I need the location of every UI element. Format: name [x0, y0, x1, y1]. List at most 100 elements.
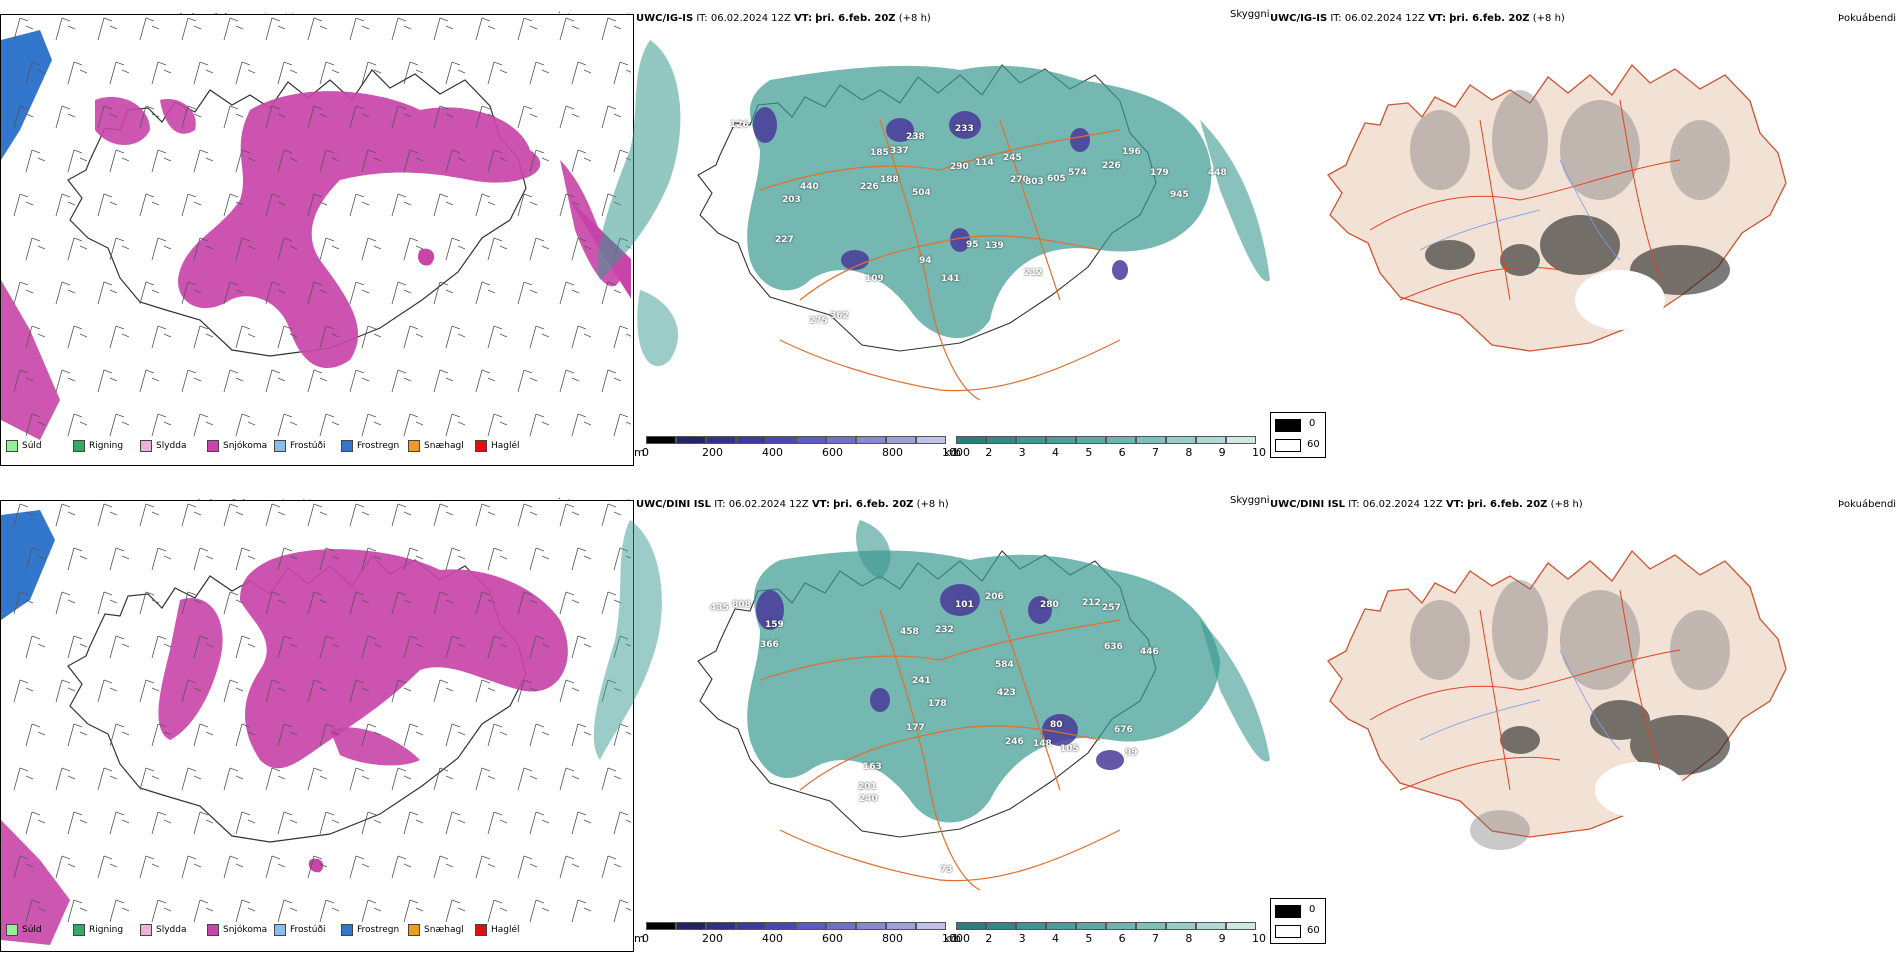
- wind-barb: [67, 149, 88, 173]
- wind-barb: [349, 855, 370, 879]
- wind-barb: [223, 591, 244, 615]
- wind-barb: [67, 635, 88, 659]
- cloud-top-label: 94: [919, 256, 932, 266]
- cloud-top-label: 584: [995, 660, 1014, 670]
- cloud-top-label: 423: [997, 688, 1016, 698]
- wind-barb: [265, 855, 286, 879]
- scale-tick: 200: [702, 446, 723, 459]
- wind-barb: [559, 193, 580, 217]
- wind-barb: [517, 105, 538, 129]
- wind-barb: [361, 547, 382, 571]
- cloud-top-label: 245: [1003, 153, 1022, 163]
- wind-barb: [13, 281, 34, 305]
- wind-barb: [265, 767, 286, 791]
- wind-barb: [391, 503, 412, 527]
- wind-barb: [109, 149, 130, 173]
- wind-barb: [529, 811, 550, 835]
- wind-barb: [433, 105, 454, 129]
- legend-swatch: [207, 924, 219, 936]
- wind-barb: [277, 635, 298, 659]
- wind-barb: [223, 767, 244, 791]
- wind-barb: [391, 679, 412, 703]
- fog-map-2: [1327, 550, 1787, 850]
- wind-barb: [349, 17, 370, 41]
- cloud-top-label: 803: [1025, 177, 1044, 187]
- scale-segment: [1226, 922, 1256, 930]
- wind-barb: [25, 547, 46, 571]
- legend-label: Haglél: [491, 925, 520, 935]
- wind-barb: [349, 105, 370, 129]
- scale-segment: [826, 436, 856, 444]
- legend-item: Frostregn: [341, 440, 408, 452]
- wind-barb: [475, 679, 496, 703]
- legend-swatch: [140, 440, 152, 452]
- wind-barb: [181, 105, 202, 129]
- wind-barb: [265, 105, 286, 129]
- wind-barb: [13, 369, 34, 393]
- wind-barb: [235, 899, 256, 923]
- wind-barb: [403, 547, 424, 571]
- scale-segment: [736, 436, 766, 444]
- wind-barb: [235, 325, 256, 349]
- wind-barb: [559, 105, 580, 129]
- wind-barb: [55, 679, 76, 703]
- wind-barb: [97, 767, 118, 791]
- cloud-top-label: 605: [1047, 174, 1066, 184]
- wind-barb: [25, 237, 46, 261]
- cloud-header-1: UWC/IG-IS IT: 06.02.2024 12Z VT: þri. 6.…: [636, 13, 931, 24]
- wind-barb: [193, 635, 214, 659]
- wind-barb: [475, 503, 496, 527]
- legend-label: Snjókoma: [223, 925, 268, 935]
- wind-barb: [433, 369, 454, 393]
- legend-label: Súld: [22, 441, 42, 451]
- wind-barb: [349, 193, 370, 217]
- wind-barb: [433, 281, 454, 305]
- cloud-top-label: 808: [732, 600, 751, 610]
- wind-barb: [307, 17, 328, 41]
- wind-barb: [139, 679, 160, 703]
- wind-barb: [97, 369, 118, 393]
- legend-label: Rigning: [89, 925, 124, 935]
- scale-tick: 10: [1252, 446, 1266, 459]
- legend-item: Snæhagl: [408, 924, 475, 936]
- wind-barb: [193, 547, 214, 571]
- wind-barb: [13, 105, 34, 129]
- cloud-top-label: 178: [928, 699, 947, 709]
- wind-barb: [67, 61, 88, 85]
- scale-segment: [1046, 436, 1076, 444]
- wind-barb: [319, 635, 340, 659]
- cloud-top-label: 99: [1125, 748, 1138, 758]
- wind-barb: [445, 237, 466, 261]
- wind-barb: [475, 193, 496, 217]
- cloud-top-label: 196: [1122, 147, 1141, 157]
- wind-barb: [193, 237, 214, 261]
- wind-barb: [151, 61, 172, 85]
- wind-barb: [571, 325, 592, 349]
- legend-item: Rigning: [73, 440, 140, 452]
- wind-barb: [403, 237, 424, 261]
- wind-barb: [151, 899, 172, 923]
- wind-barb: [517, 767, 538, 791]
- wind-barb: [109, 237, 130, 261]
- wind-barb: [433, 679, 454, 703]
- wind-barb: [235, 547, 256, 571]
- wind-barb: [433, 503, 454, 527]
- scale-tick: 6: [1118, 932, 1126, 945]
- legend-label: Frostregn: [357, 925, 400, 935]
- wind-barb: [109, 325, 130, 349]
- scale-tick: 3: [1018, 446, 1026, 459]
- scale-segment: [1166, 436, 1196, 444]
- wind-barb: [391, 855, 412, 879]
- wind-barb: [193, 811, 214, 835]
- wind-barb: [55, 503, 76, 527]
- scale-segment: [916, 922, 946, 930]
- wind-barb: [25, 635, 46, 659]
- wind-barb: [223, 855, 244, 879]
- legend-item: Súld: [6, 440, 73, 452]
- scale-tick: 2: [985, 446, 993, 459]
- wind-barb: [181, 591, 202, 615]
- legend-item: Frostúði: [274, 924, 341, 936]
- wind-barb: [601, 281, 622, 305]
- wind-barb: [433, 17, 454, 41]
- scale-tick: 9: [1218, 932, 1226, 945]
